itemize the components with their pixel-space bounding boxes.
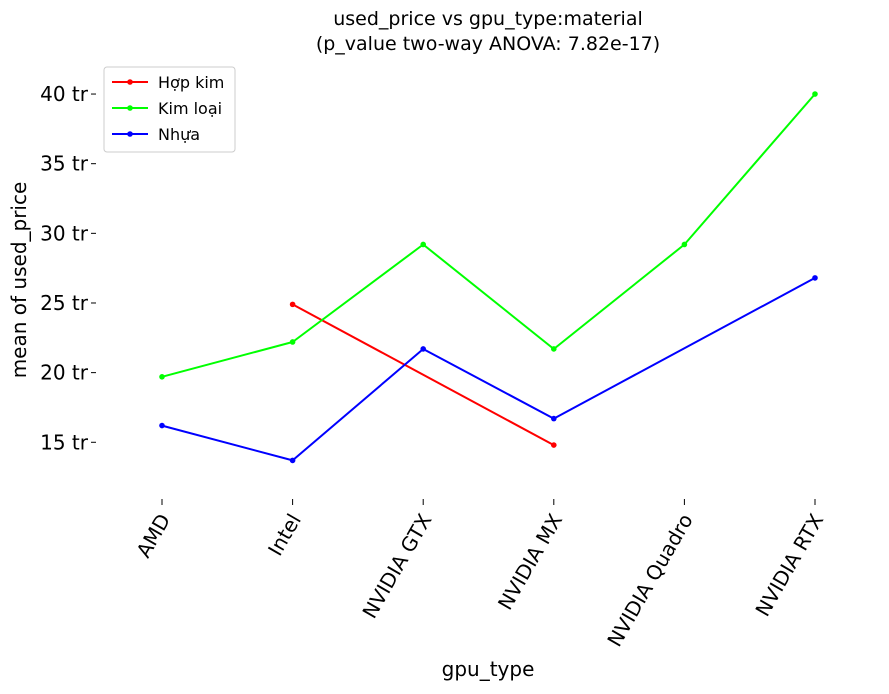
x-tick-label-5: NVIDIA RTX [750, 509, 828, 620]
series-1-point-4 [681, 241, 688, 248]
y-tick-label-30: 30 tr [40, 221, 89, 245]
legend-marker-1 [127, 105, 133, 111]
chart-title: used_price vs gpu_type:material [333, 8, 643, 30]
y-tick-label-35: 35 tr [40, 152, 89, 176]
legend-marker-2 [127, 131, 133, 137]
series-1-point-3 [551, 346, 557, 352]
legend: Hợp kim Kim loại Nhựa [103, 66, 236, 153]
y-axis-label: mean of used_price [7, 182, 31, 379]
y-tick-label-40: 40 tr [40, 82, 89, 106]
series-1-point-1 [289, 339, 296, 345]
series-0-point-3 [551, 442, 557, 448]
legend-label-0: Hợp kim [158, 73, 224, 92]
x-tick-label-2: NVIDIA GTX [357, 509, 436, 622]
y-tick-label-20: 20 tr [40, 361, 89, 385]
legend-label-1: Kim loại [158, 99, 222, 118]
x-tick-label-4: NVIDIA Quadro [602, 510, 697, 651]
series-2-point-1 [289, 457, 296, 464]
series-1-point-5 [812, 91, 818, 97]
x-tick-label-1: Intel [263, 510, 306, 560]
series-0-point-1 [289, 301, 296, 308]
series-2-point-5 [812, 275, 818, 281]
series-1-point-2 [420, 241, 427, 248]
y-tick-label-25: 25 tr [40, 291, 89, 315]
legend-label-2: Nhựa [158, 125, 200, 144]
series-2-point-3 [551, 415, 557, 422]
plot-area: 15 tr 20 tr 25 tr 30 tr 35 tr 40 tr AMD Intel NV… [40, 82, 828, 651]
y-tick-label-15: 15 tr [40, 430, 89, 454]
series-line-2 [161, 277, 816, 462]
x-tick-label-3: NVIDIA MX [493, 509, 567, 614]
series-2-point-2 [420, 346, 427, 352]
legend-frame [103, 66, 236, 153]
series-2-point-0 [159, 422, 165, 429]
series-1-point-0 [159, 374, 165, 380]
series-line-0 [292, 303, 555, 446]
x-tick-label-0: AMD [131, 510, 175, 562]
chart-subtitle: (p_value two-way ANOVA: 7.82e-17) [316, 33, 660, 55]
x-axis-label: gpu_type [442, 657, 535, 681]
series-line-1 [161, 93, 816, 378]
legend-marker-0 [127, 79, 133, 85]
